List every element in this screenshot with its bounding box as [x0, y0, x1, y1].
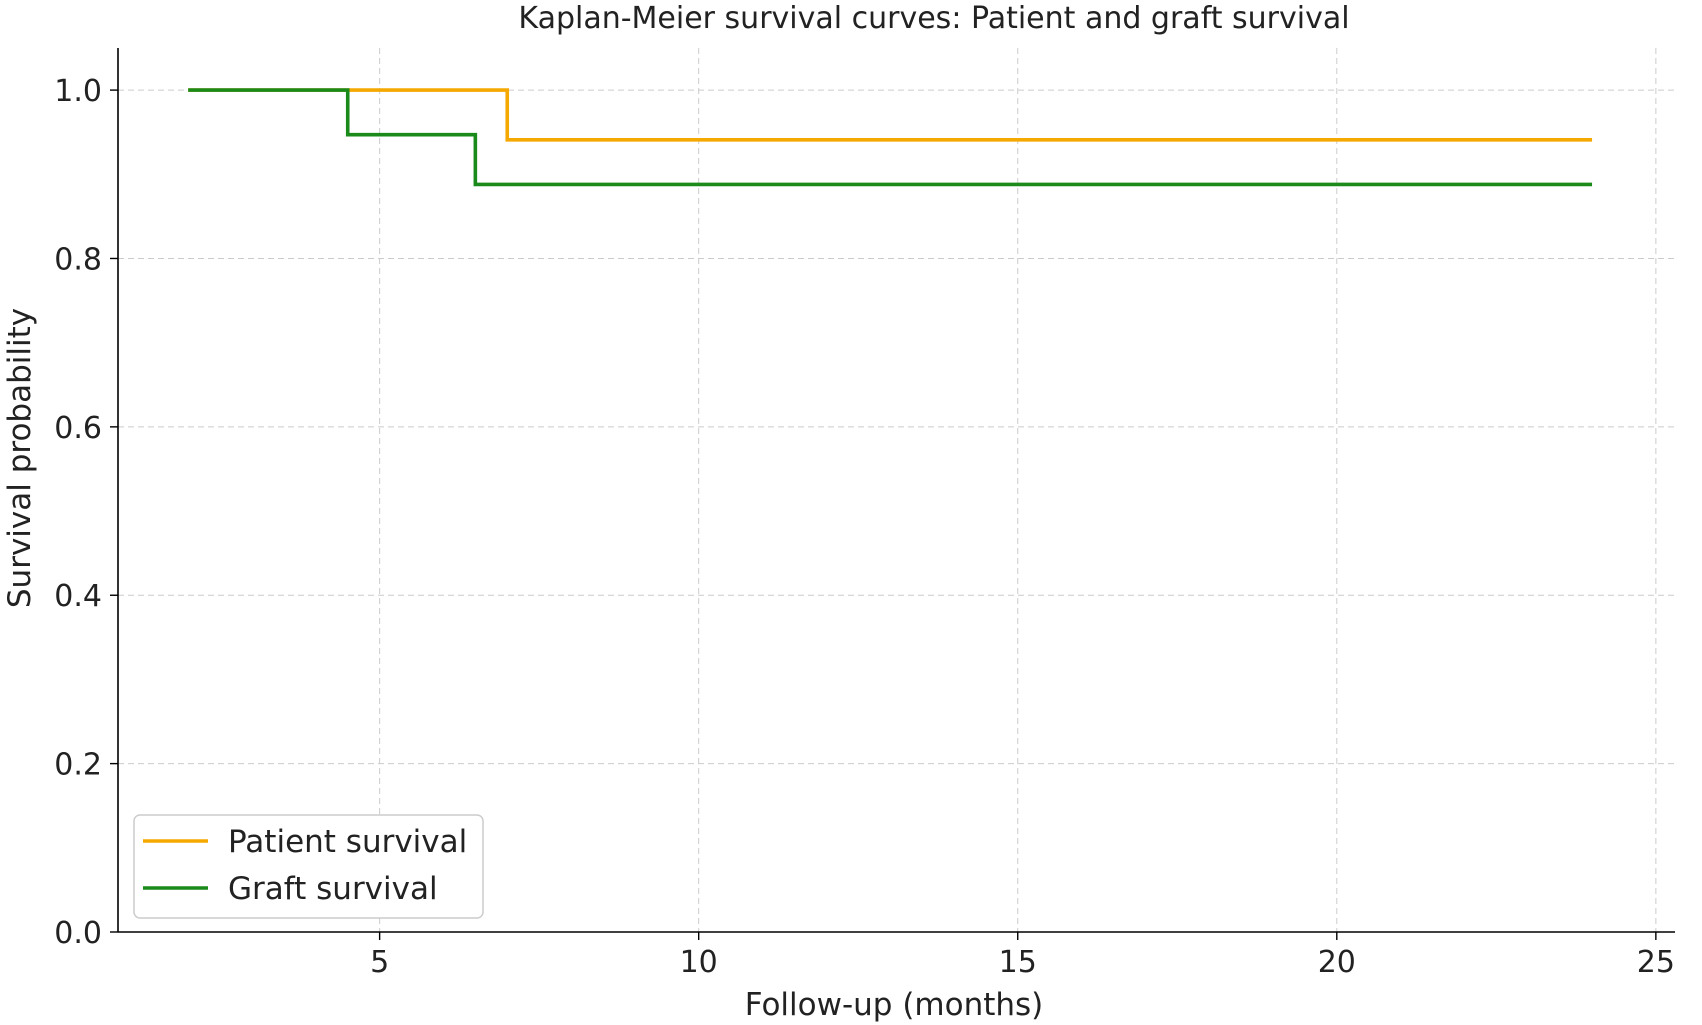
ticks-layer: 5 10 15 20 25 0.0 0.2 0.4 0.6 0.8 1.0 [54, 74, 1675, 980]
series-line-patient-survival [188, 88, 1593, 142]
series-line-graft-survival [188, 88, 1593, 187]
series-layer [188, 88, 1593, 187]
x-tick-label: 25 [1637, 945, 1675, 980]
y-tick-label: 0.4 [54, 579, 102, 614]
x-tick-label: 10 [680, 945, 718, 980]
y-tick-label: 1.0 [54, 74, 102, 109]
y-tick-label: 0.0 [54, 916, 102, 951]
x-tick-label: 15 [999, 945, 1037, 980]
y-axis-title: Survival probability [2, 308, 38, 608]
x-tick-label: 20 [1318, 945, 1356, 980]
chart-title: Kaplan-Meier survival curves: Patient an… [518, 1, 1349, 36]
y-tick-label: 0.6 [54, 411, 102, 446]
legend-box [133, 814, 484, 919]
axes-layer [117, 48, 1675, 933]
x-axis-title: Follow-up (months) [745, 987, 1044, 1023]
x-tick-label: 5 [370, 945, 389, 980]
grid-layer [118, 48, 1675, 933]
legend-label-patient-survival: Patient survival [228, 824, 467, 860]
y-tick-label: 0.8 [54, 242, 102, 277]
legend-label-graft-survival: Graft survival [228, 871, 438, 907]
y-tick-label: 0.2 [54, 748, 102, 783]
legend: Patient survival Graft survival [133, 814, 484, 919]
